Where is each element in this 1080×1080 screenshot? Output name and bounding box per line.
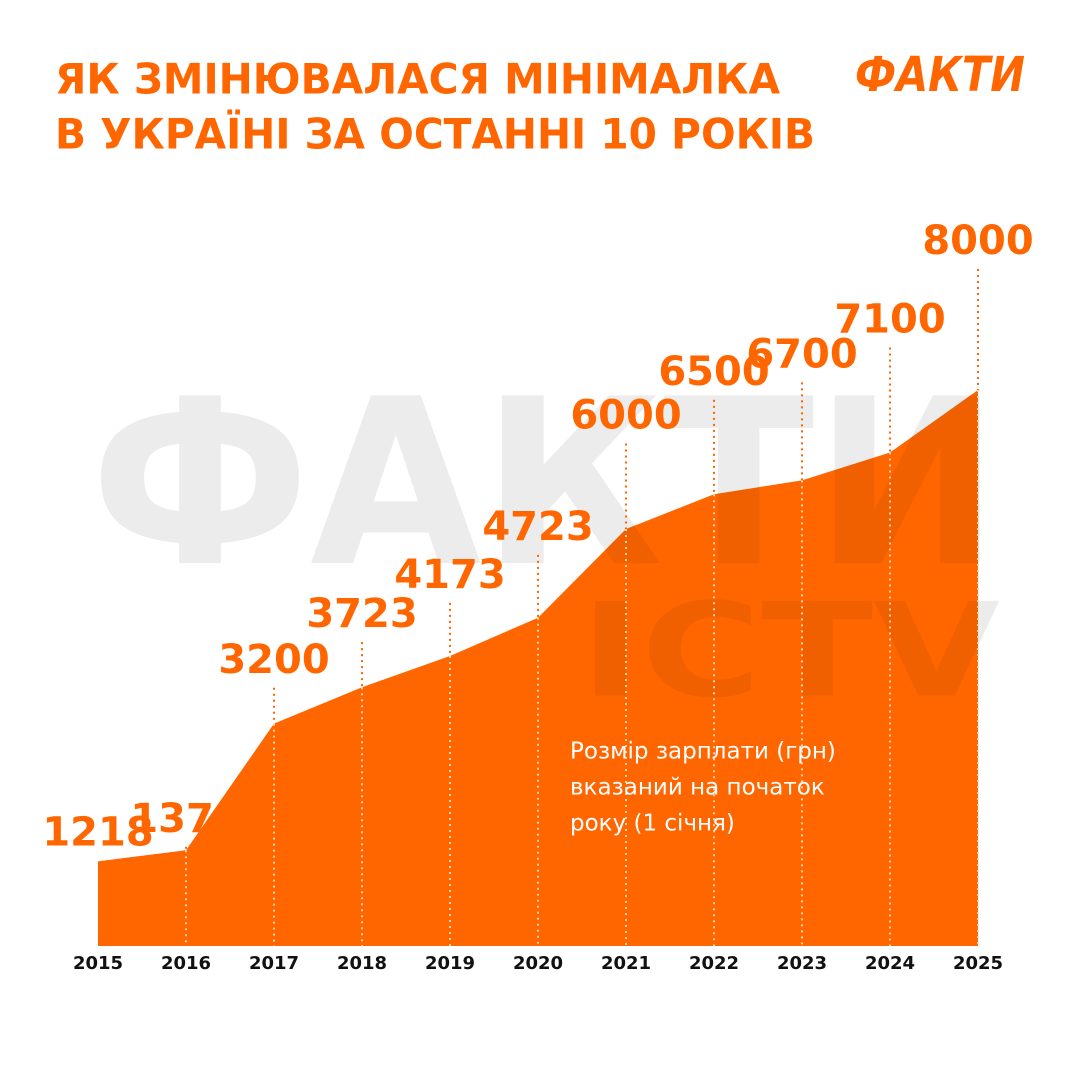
value-label: 6700 bbox=[746, 331, 857, 377]
x-tick-label: 2015 bbox=[73, 953, 123, 974]
chart-title: ЯК ЗМІНЮВАЛАСЯ МІНІМАЛКА bbox=[55, 55, 780, 104]
area bbox=[98, 390, 978, 946]
chart-title: В УКРАЇНІ ЗА ОСТАННІ 10 РОКІВ bbox=[55, 109, 815, 159]
x-tick-label: 2021 bbox=[601, 953, 651, 974]
x-tick-label: 2024 bbox=[865, 953, 915, 974]
value-label: 6000 bbox=[570, 393, 681, 439]
watermark-overlay: ICTV bbox=[580, 575, 1000, 727]
x-tick-label: 2019 bbox=[425, 953, 475, 974]
value-label: 1218 bbox=[42, 810, 153, 856]
value-label: 6500 bbox=[658, 349, 769, 395]
x-tick-label: 2023 bbox=[777, 953, 827, 974]
value-label: 1378 bbox=[130, 796, 241, 842]
value-label: 7100 bbox=[834, 297, 945, 343]
x-tick-label: 2016 bbox=[161, 953, 211, 974]
value-label: 3200 bbox=[218, 637, 329, 683]
x-tick-label: 2025 bbox=[953, 953, 1003, 974]
x-tick-label: 2020 bbox=[513, 953, 563, 974]
x-tick-label: 2018 bbox=[337, 953, 387, 974]
x-tick-label: 2022 bbox=[689, 953, 739, 974]
note: Розмір зарплати (грн) bbox=[570, 739, 836, 765]
value-label: 4723 bbox=[482, 504, 593, 550]
x-tick-label: 2017 bbox=[249, 953, 299, 974]
note: вказаний на початок bbox=[570, 775, 825, 801]
note: року (1 січня) bbox=[570, 811, 735, 837]
value-label: 8000 bbox=[922, 218, 1033, 264]
value-label: 3723 bbox=[306, 591, 417, 637]
logo: ФАКТИ bbox=[855, 47, 1025, 103]
value-label: 4173 bbox=[394, 552, 505, 598]
